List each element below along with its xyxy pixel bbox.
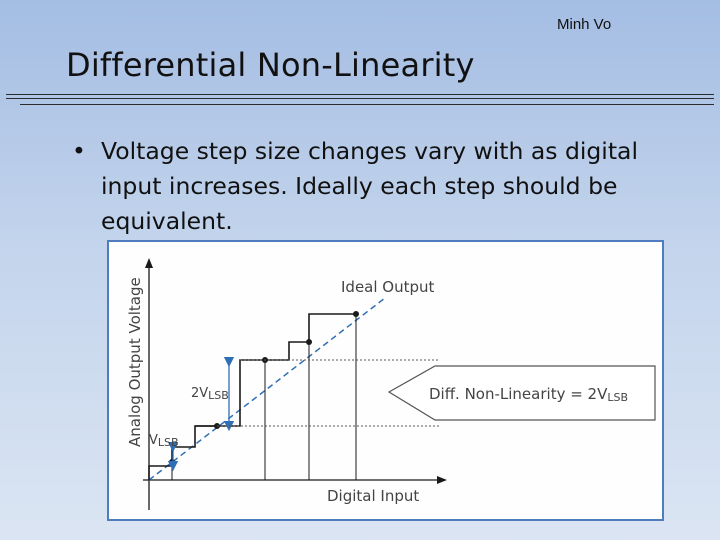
sample-point xyxy=(169,459,175,465)
title-rule-3 xyxy=(20,104,714,105)
dnl-callout xyxy=(387,365,656,421)
ideal-output-line xyxy=(148,297,386,481)
title-rule-1 xyxy=(6,94,714,95)
y-axis-arrowhead xyxy=(145,258,153,268)
dnl-diagram-svg: Analog Output Voltage Digital Input Idea… xyxy=(126,258,656,510)
bullet-dot: • xyxy=(72,137,86,165)
dnl-diagram: Analog Output Voltage Digital Input Idea… xyxy=(107,240,664,521)
y-axis-label: Analog Output Voltage xyxy=(126,277,144,447)
author-name: Minh Vo xyxy=(557,16,612,33)
two-vlsb-label: 2VLSB xyxy=(191,386,229,402)
bullet-text: Voltage step size changes vary with as d… xyxy=(101,137,638,235)
sample-point xyxy=(306,339,312,345)
x-axis-arrowhead xyxy=(437,476,447,484)
sample-point xyxy=(353,311,359,317)
slide-title: Differential Non-Linearity xyxy=(66,46,475,84)
ideal-output-label: Ideal Output xyxy=(341,278,435,296)
title-rule-2 xyxy=(6,98,714,99)
staircase xyxy=(148,313,356,480)
x-axis-label: Digital Input xyxy=(327,487,419,505)
dnl-label: Diff. Non-Linearity = 2VLSB xyxy=(429,385,628,404)
vlsb-label: VLSB xyxy=(149,433,179,449)
